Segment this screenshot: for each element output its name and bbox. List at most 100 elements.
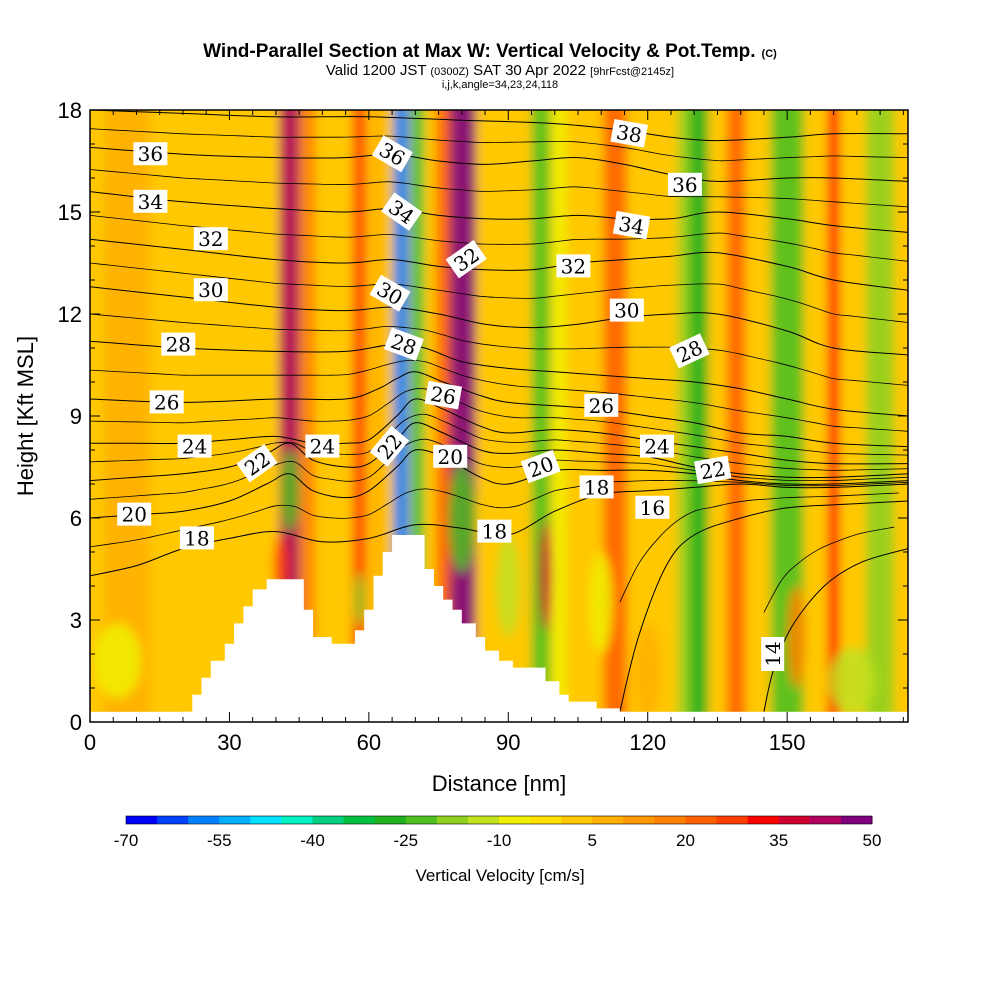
velocity-band bbox=[301, 110, 316, 722]
contour-label-box bbox=[640, 434, 674, 458]
colorbar-swatch bbox=[809, 816, 842, 824]
subtitle-utc: (0300Z) bbox=[430, 66, 469, 78]
contour-label-26: 26 bbox=[149, 390, 184, 414]
contour-label-box bbox=[693, 455, 732, 485]
colorbar-tick-label: -70 bbox=[114, 831, 139, 850]
contour-label-text: 36 bbox=[138, 142, 163, 166]
contour-label-box bbox=[520, 449, 561, 484]
contour-label-28: 28 bbox=[161, 332, 196, 357]
chart-title-mark: (C) bbox=[762, 48, 778, 60]
isentrope-28 bbox=[90, 340, 908, 417]
contour-label-text: 26 bbox=[429, 382, 458, 410]
colorbar: -70 -55 -40 -25 -10 5 20 35 50 bbox=[114, 815, 882, 850]
colorbar-swatch bbox=[778, 816, 811, 824]
contour-label-box bbox=[133, 142, 168, 166]
contour-label-box bbox=[477, 519, 512, 543]
x-axis-label: Distance [nm] bbox=[432, 771, 567, 796]
contour-label-22: 22 bbox=[693, 455, 732, 485]
contour-label-text: 32 bbox=[198, 227, 223, 251]
contour-label-text: 34 bbox=[138, 190, 163, 214]
contour-label-box bbox=[161, 332, 196, 356]
colorbar-frame bbox=[125, 815, 873, 825]
contour-label-box bbox=[149, 390, 184, 414]
colorbar-tick-label: -10 bbox=[487, 831, 512, 850]
y-tick-label: 15 bbox=[58, 200, 82, 225]
velocity-cell bbox=[828, 647, 876, 716]
contour-label-18: 18 bbox=[179, 526, 214, 550]
velocity-band bbox=[677, 110, 692, 722]
y-tick-label: 9 bbox=[70, 404, 82, 429]
contour-label-box bbox=[179, 526, 214, 550]
contour-label-box bbox=[383, 327, 424, 361]
colorbar-tick-label: -55 bbox=[207, 831, 232, 850]
contour-label-text: 28 bbox=[166, 333, 191, 357]
contour-label-14: 14 bbox=[761, 637, 785, 671]
terrain bbox=[90, 535, 908, 722]
colorbar-swatch bbox=[530, 816, 562, 824]
contour-label-34: 34 bbox=[612, 210, 651, 240]
ground-strip bbox=[90, 711, 908, 722]
velocity-band bbox=[372, 110, 384, 722]
contour-label-box bbox=[305, 434, 340, 458]
velocity-band bbox=[689, 110, 709, 722]
isentrope-23 bbox=[90, 413, 908, 471]
isentrope-34 bbox=[90, 191, 908, 233]
isentrope-30 bbox=[90, 286, 908, 356]
contour-label-26: 26 bbox=[584, 393, 619, 418]
contour-label-text: 20 bbox=[121, 503, 146, 527]
colorbar-swatch bbox=[592, 816, 624, 824]
contour-label-text: 38 bbox=[614, 120, 643, 148]
velocity-cell bbox=[539, 521, 552, 631]
contour-label-text: 34 bbox=[617, 212, 646, 240]
colorbar-swatch bbox=[623, 816, 655, 824]
colorbar-swatch bbox=[188, 816, 220, 824]
x-tick-label: 120 bbox=[629, 730, 666, 755]
contour-label-box bbox=[433, 444, 468, 468]
y-tick-label: 6 bbox=[70, 506, 82, 531]
contour-label-26: 26 bbox=[424, 380, 463, 410]
isentrope-35 bbox=[90, 169, 908, 208]
x-axis: 0 30 60 90 120 150 bbox=[84, 110, 904, 755]
colorbar-tick-label: 20 bbox=[676, 831, 695, 850]
velocity-band bbox=[827, 110, 840, 722]
contour-label-32: 32 bbox=[556, 254, 591, 278]
colorbar-swatch bbox=[747, 816, 780, 824]
contour-label-box bbox=[584, 393, 619, 417]
contour-label-20: 20 bbox=[117, 502, 152, 527]
contour-label-32: 32 bbox=[193, 227, 228, 251]
contour-label-box bbox=[193, 227, 228, 251]
subtitle-valid: Valid 1200 JST bbox=[326, 62, 426, 79]
x-tick-label: 150 bbox=[769, 730, 806, 755]
velocity-band bbox=[411, 110, 424, 722]
contour-label-box bbox=[610, 119, 648, 148]
contour-label-box bbox=[371, 135, 413, 173]
chart-title-text: Wind-Parallel Section at Max W: Vertical… bbox=[203, 41, 755, 62]
subtitle-forecast: [9hrFcst@2145z] bbox=[590, 66, 674, 78]
colorbar-tick-label: 35 bbox=[769, 831, 788, 850]
colorbar-tick-label: 50 bbox=[863, 831, 882, 850]
contour-label-24: 24 bbox=[305, 434, 340, 459]
contour-label-box bbox=[117, 502, 152, 526]
vertical-velocity-field bbox=[90, 110, 908, 722]
colorbar-swatch bbox=[343, 816, 376, 824]
colorbar-swatch bbox=[654, 816, 686, 824]
contour-label-text: 22 bbox=[698, 456, 727, 484]
contour-label-18: 18 bbox=[579, 475, 614, 499]
isentrope-16 bbox=[619, 500, 908, 712]
x-tick-label: 0 bbox=[84, 730, 96, 755]
velocity-cell bbox=[353, 572, 366, 627]
contour-label-text: 26 bbox=[154, 390, 179, 414]
contour-label-box bbox=[424, 380, 463, 410]
colorbar-swatch bbox=[405, 816, 438, 824]
isentrope-38 bbox=[90, 110, 908, 142]
contour-label-text: 24 bbox=[182, 435, 207, 459]
contour-label-20: 20 bbox=[520, 449, 561, 484]
colorbar-swatch bbox=[250, 816, 282, 824]
contour-label-box bbox=[556, 254, 591, 278]
contour-label-text: 18 bbox=[482, 520, 507, 544]
colorbar-swatch bbox=[281, 816, 313, 824]
terrain-mask bbox=[183, 535, 630, 722]
contour-label-box bbox=[445, 240, 487, 279]
colorbar-swatch bbox=[436, 816, 469, 824]
